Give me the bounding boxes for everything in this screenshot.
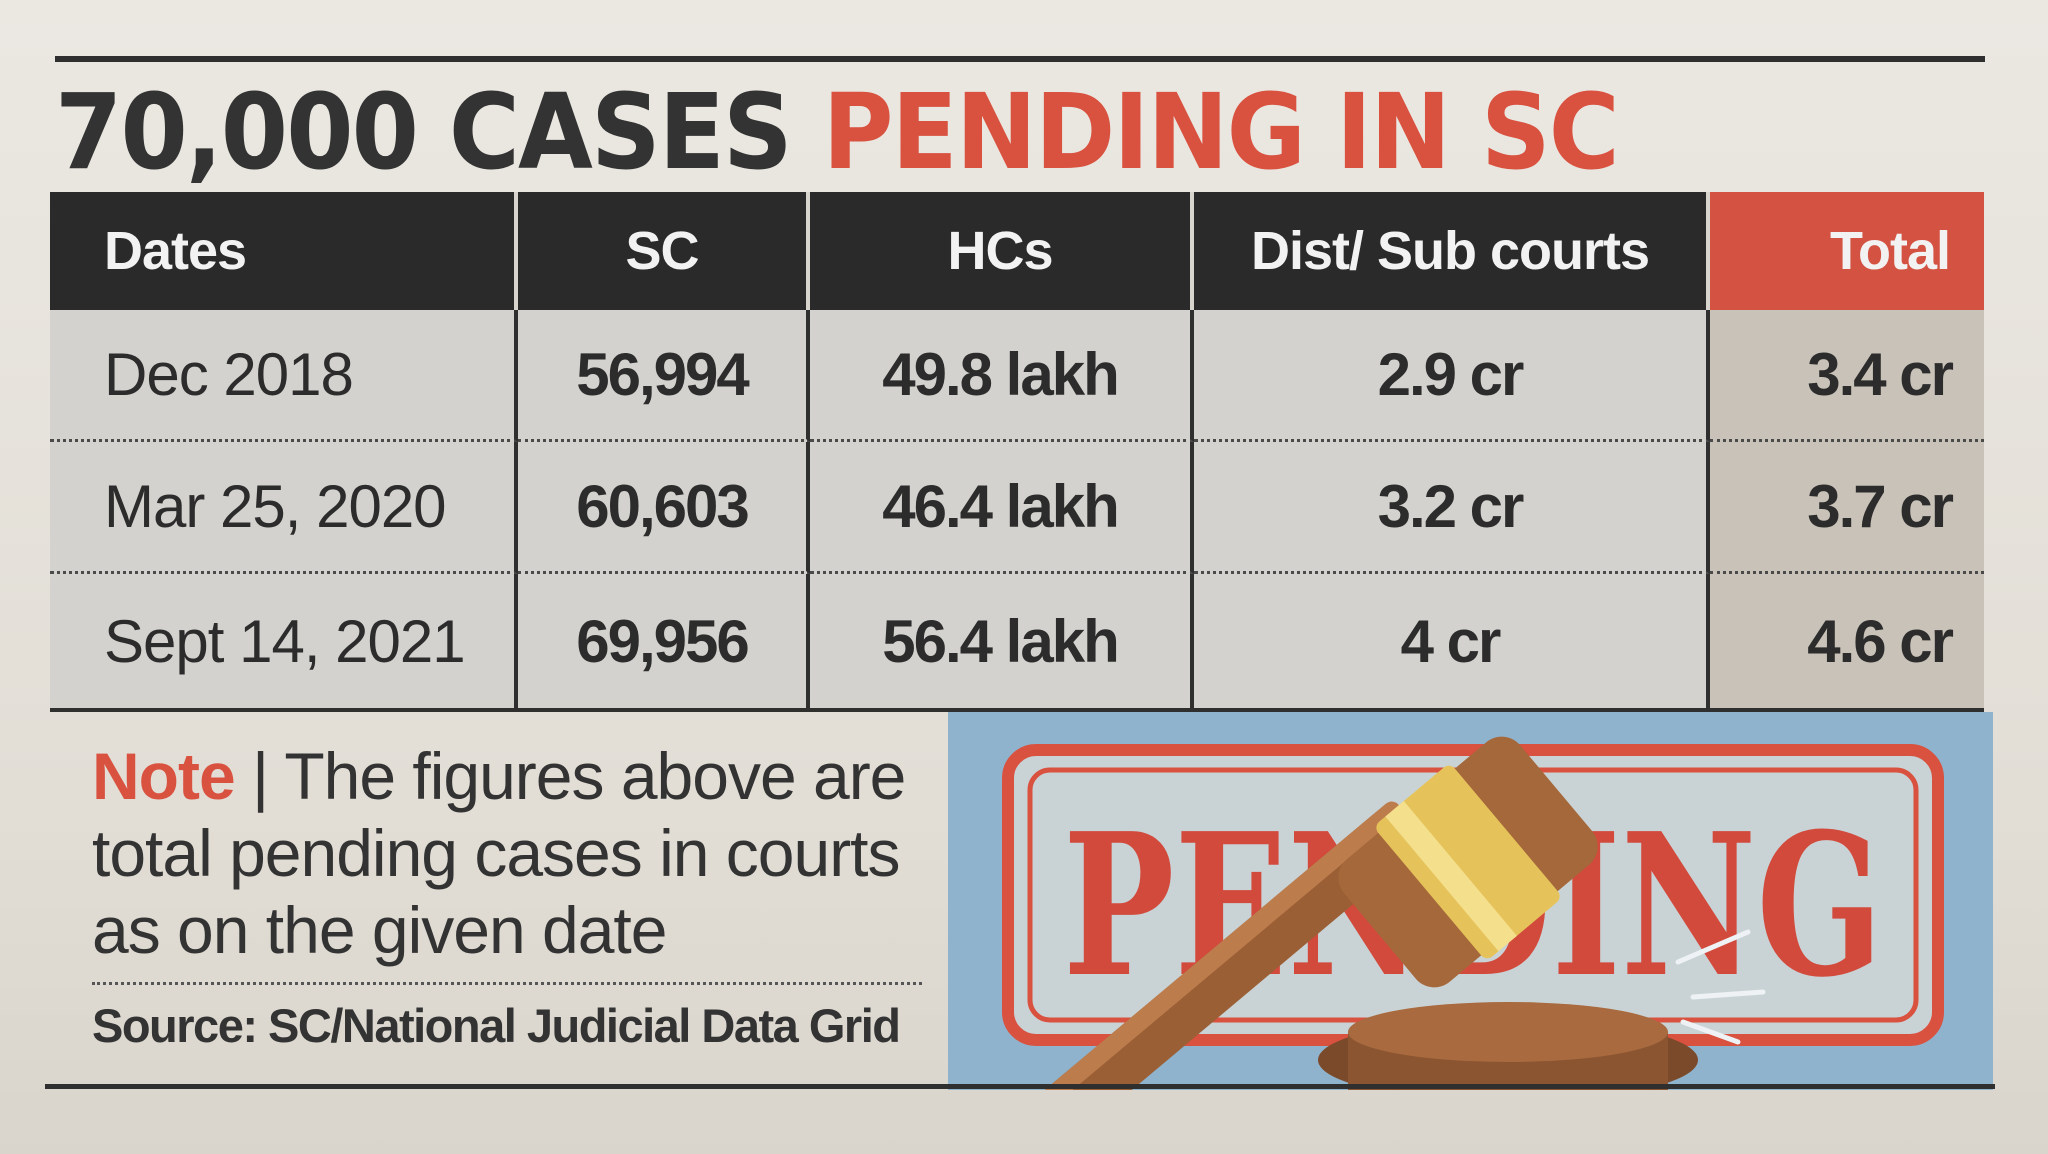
table-cell-dist-sub-courts: 2.9 cr bbox=[1194, 310, 1710, 442]
table-cell-sc: 69,956 bbox=[518, 574, 810, 712]
table-cell-dist-sub-courts: 3.2 cr bbox=[1194, 442, 1710, 574]
headline-dark: 70,000 CASES bbox=[55, 71, 793, 193]
table-cell-total: 4.6 cr bbox=[1710, 574, 1984, 712]
source-credit: Source: SC/National Judicial Data Grid bbox=[92, 999, 901, 1052]
bottom-rule bbox=[45, 1084, 1995, 1089]
table-cell-hcs: 46.4 lakh bbox=[810, 442, 1194, 574]
note-separator: | bbox=[252, 739, 269, 813]
pending-stamp-illustration: PENDING bbox=[948, 712, 1993, 1090]
impact-marks bbox=[1675, 929, 1766, 1045]
note-divider bbox=[92, 982, 922, 985]
table-cell-total: 3.7 cr bbox=[1710, 442, 1984, 574]
headline-red: PENDING IN SC bbox=[822, 71, 1620, 193]
footnote: Note | The figures above are total pendi… bbox=[92, 738, 932, 969]
table-cell-hcs: 56.4 lakh bbox=[810, 574, 1194, 712]
table-cell-total: 3.4 cr bbox=[1710, 310, 1984, 442]
table-cell-date: Sept 14, 2021 bbox=[50, 574, 518, 712]
headline: 70,000 CASES PENDING IN SC bbox=[55, 71, 1620, 193]
column-header-hcs: HCs bbox=[810, 192, 1194, 310]
table-cell-sc: 60,603 bbox=[518, 442, 810, 574]
pending-cases-table: Dates SC HCs Dist/ Sub courts Total Dec … bbox=[50, 192, 1984, 712]
table-cell-date: Mar 25, 2020 bbox=[50, 442, 518, 574]
note-text: The figures above are total pending case… bbox=[92, 739, 906, 967]
top-rule bbox=[55, 56, 1985, 62]
table-cell-hcs: 49.8 lakh bbox=[810, 310, 1194, 442]
column-header-total: Total bbox=[1710, 192, 1984, 310]
column-header-sc: SC bbox=[518, 192, 810, 310]
column-header-dist-sub-courts: Dist/ Sub courts bbox=[1194, 192, 1710, 310]
gavel-icon bbox=[1036, 736, 1698, 1090]
table-cell-sc: 56,994 bbox=[518, 310, 810, 442]
table-cell-date: Dec 2018 bbox=[50, 310, 518, 442]
column-header-dates: Dates bbox=[50, 192, 518, 310]
table-cell-dist-sub-courts: 4 cr bbox=[1194, 574, 1710, 712]
note-label: Note bbox=[92, 739, 236, 813]
